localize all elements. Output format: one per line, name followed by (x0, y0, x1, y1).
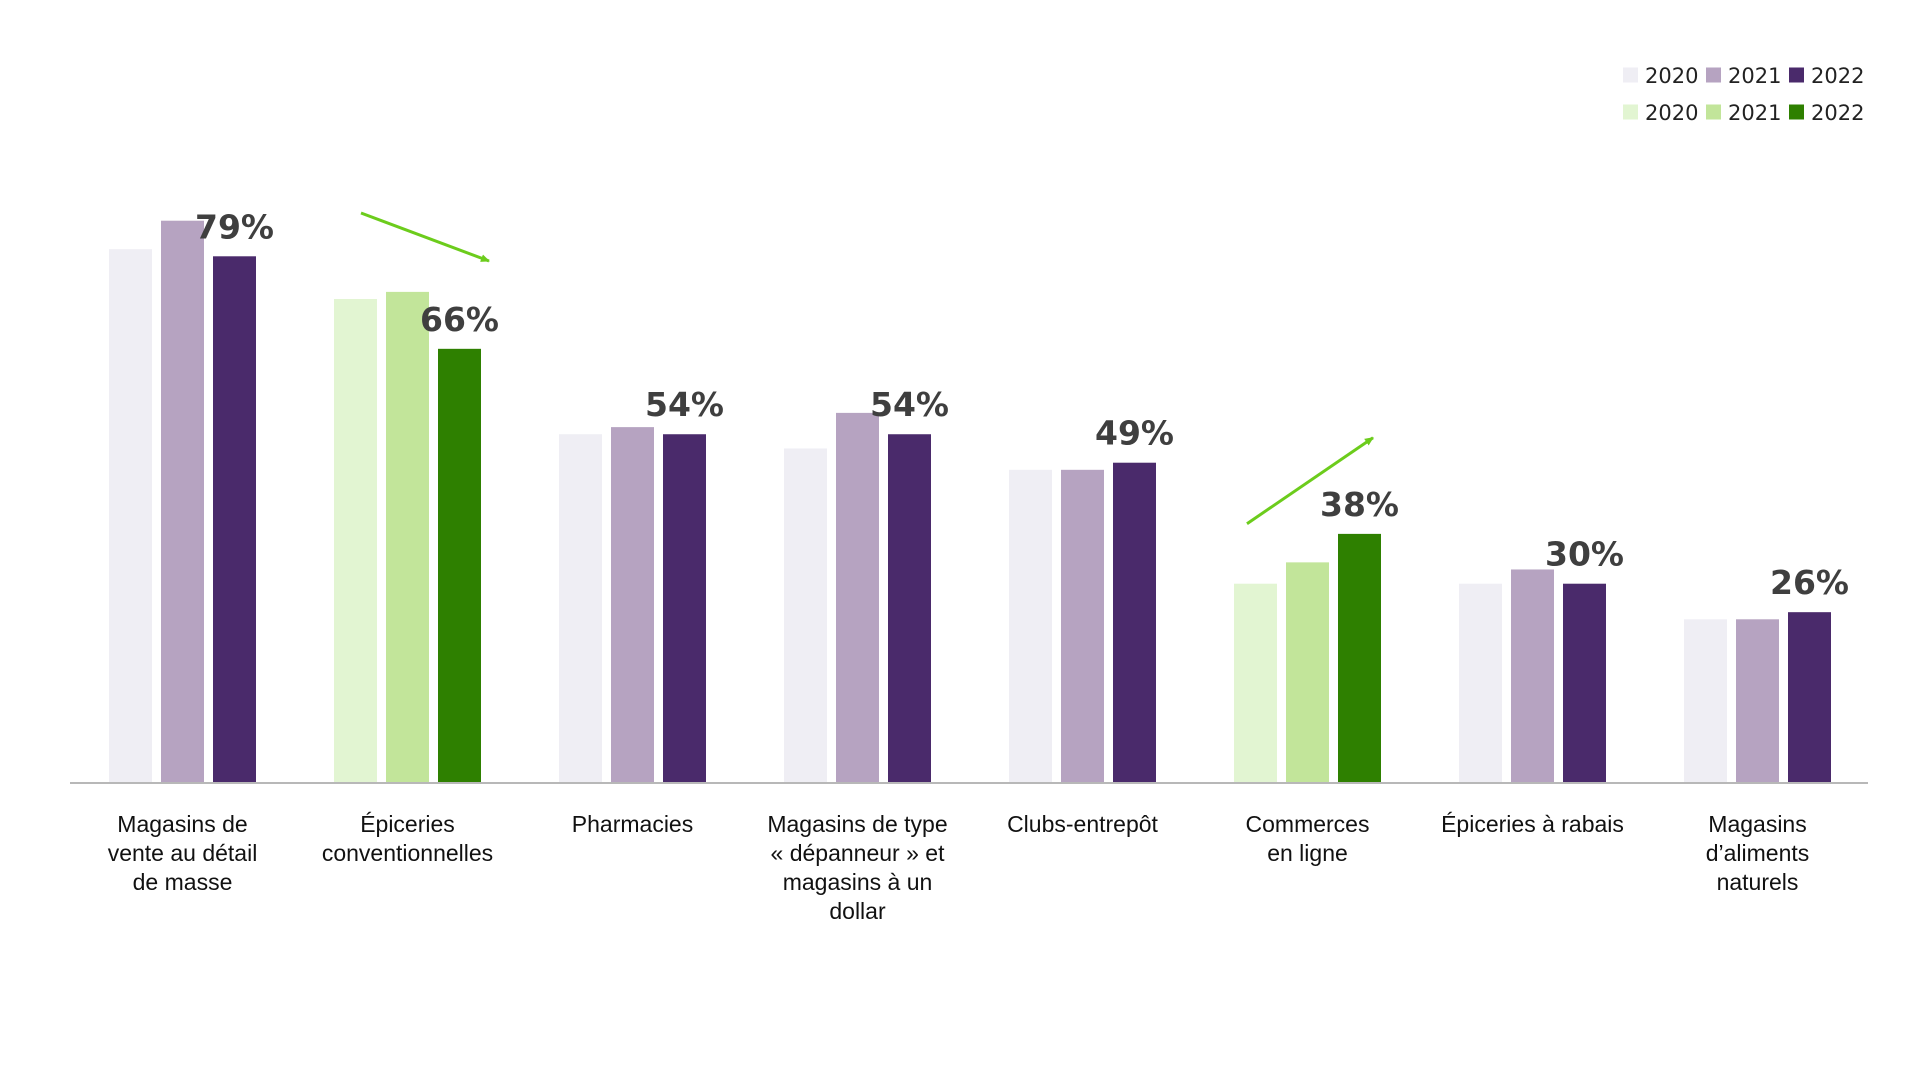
category-label-7: Épiceries à rabais (1441, 811, 1624, 837)
trend-arrows (360, 211, 1374, 525)
bar-2022-cat-8 (1788, 612, 1831, 783)
bar-2020-cat-8 (1684, 619, 1727, 783)
legend: 2020 2021 2022 2020 2021 2022 (1623, 64, 1864, 125)
category-label-line: « dépanneur » et (771, 840, 946, 866)
category-label-line: conventionnelles (322, 840, 493, 866)
value-label-cat-1: 79% (195, 207, 274, 246)
category-label-5: Clubs-entrepôt (1007, 811, 1158, 837)
value-labels: 79% 66% 54% 54% 49% 38% 30% 26% (195, 207, 1849, 602)
legend-label-green-2022: 2022 (1811, 101, 1864, 125)
category-label-line: Magasins de type (767, 811, 947, 837)
legend-swatch-green-2020 (1623, 104, 1638, 120)
value-label-cat-2: 66% (420, 300, 499, 339)
category-label-1: Magasins de vente au détail de masse (108, 811, 258, 895)
legend-swatch-purple-2022 (1789, 67, 1804, 83)
category-label-4: Magasins de type « dépanneur » et magasins… (767, 811, 947, 924)
category-label-2: Épiceries conventionnelles (322, 811, 493, 866)
bar-2021-cat-1 (161, 220, 204, 784)
legend-label-purple-2020: 2020 (1645, 64, 1698, 88)
bar-2020-cat-7 (1459, 583, 1502, 783)
category-label-line: dollar (829, 898, 886, 924)
trend-arrow-down (360, 211, 490, 263)
category-label-line: Magasins de (117, 811, 247, 837)
category-labels: Magasins de vente au détail de masse Épicer… (108, 811, 1810, 924)
bar-2020-cat-1 (109, 249, 152, 784)
bar-2021-cat-6 (1286, 562, 1329, 783)
legend-swatch-purple-2021 (1706, 67, 1721, 83)
bar-2020-cat-6 (1234, 583, 1277, 783)
bar-2022-cat-5 (1113, 462, 1156, 783)
legend-label-purple-2022: 2022 (1811, 64, 1864, 88)
legend-label-purple-2021: 2021 (1728, 64, 1781, 88)
bar-2020-cat-2 (334, 299, 377, 783)
legend-label-green-2020: 2020 (1645, 101, 1698, 125)
value-label-cat-7: 30% (1545, 535, 1624, 574)
category-label-line: Pharmacies (572, 811, 693, 837)
bar-2021-cat-2 (386, 291, 429, 783)
category-label-line: de masse (133, 869, 233, 895)
category-label-line: en ligne (1267, 840, 1348, 866)
category-label-3: Pharmacies (572, 811, 693, 837)
bar-2020-cat-4 (784, 448, 827, 783)
category-label-line: naturels (1717, 869, 1799, 895)
legend-swatch-purple-2020 (1623, 67, 1638, 83)
legend-swatch-green-2021 (1706, 104, 1721, 120)
bar-2022-cat-1 (213, 256, 256, 783)
bar-2022-cat-4 (888, 434, 931, 783)
category-label-line: Commerces (1246, 811, 1370, 837)
bar-2021-cat-3 (611, 427, 654, 783)
category-label-line: Magasins (1708, 811, 1806, 837)
value-label-cat-5: 49% (1095, 414, 1174, 453)
bar-2020-cat-3 (559, 434, 602, 783)
bar-2022-cat-7 (1563, 583, 1606, 783)
value-label-cat-4: 54% (870, 385, 949, 424)
legend-swatch-green-2022 (1789, 104, 1804, 120)
value-label-cat-6: 38% (1320, 485, 1399, 524)
bar-2021-cat-7 (1511, 569, 1554, 783)
bar-2021-cat-4 (836, 412, 879, 783)
category-label-line: Épiceries (360, 811, 455, 837)
category-label-6: Commerces en ligne (1246, 811, 1370, 866)
bar-2022-cat-2 (438, 348, 481, 783)
trend-arrow-up (1246, 436, 1374, 525)
category-label-line: Clubs-entrepôt (1007, 811, 1158, 837)
category-label-line: vente au détail (108, 840, 258, 866)
category-label-8: Magasins d’aliments naturels (1706, 811, 1810, 895)
value-label-cat-8: 26% (1770, 563, 1849, 602)
bar-2021-cat-8 (1736, 619, 1779, 783)
bar-2022-cat-6 (1338, 533, 1381, 783)
value-label-cat-3: 54% (645, 385, 724, 424)
bar-2020-cat-5 (1009, 469, 1052, 783)
bar-2022-cat-3 (663, 434, 706, 783)
legend-label-green-2021: 2021 (1728, 101, 1781, 125)
bar-2021-cat-5 (1061, 469, 1104, 783)
category-label-line: magasins à un (783, 869, 933, 895)
bars (109, 220, 1831, 784)
category-label-line: d’aliments (1706, 840, 1810, 866)
category-label-line: Épiceries à rabais (1441, 811, 1624, 837)
